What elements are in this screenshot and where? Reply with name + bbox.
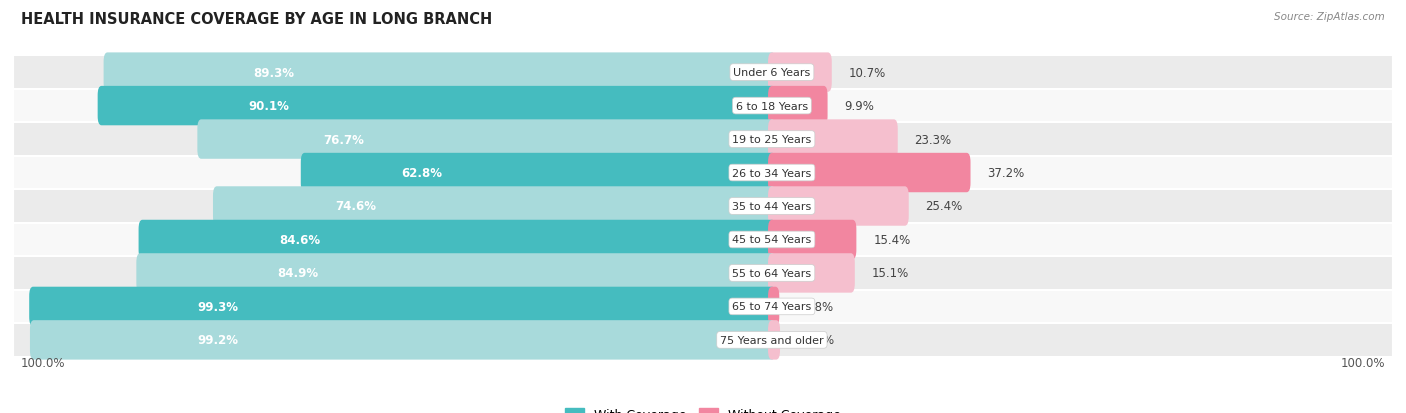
FancyBboxPatch shape	[97, 87, 776, 126]
FancyBboxPatch shape	[768, 254, 855, 293]
Text: 15.4%: 15.4%	[873, 233, 911, 247]
Text: 76.7%: 76.7%	[323, 133, 364, 146]
FancyBboxPatch shape	[768, 154, 970, 193]
Text: 0.82%: 0.82%	[797, 334, 834, 347]
Text: 100.0%: 100.0%	[1340, 356, 1385, 369]
Text: 26 to 34 Years: 26 to 34 Years	[733, 168, 811, 178]
FancyBboxPatch shape	[14, 223, 1392, 256]
Text: 84.9%: 84.9%	[277, 267, 319, 280]
FancyBboxPatch shape	[104, 53, 776, 93]
FancyBboxPatch shape	[14, 90, 1392, 123]
Text: 25.4%: 25.4%	[925, 200, 963, 213]
FancyBboxPatch shape	[14, 190, 1392, 223]
FancyBboxPatch shape	[30, 320, 776, 360]
Text: 84.6%: 84.6%	[280, 233, 321, 247]
FancyBboxPatch shape	[14, 256, 1392, 290]
Text: 55 to 64 Years: 55 to 64 Years	[733, 268, 811, 278]
FancyBboxPatch shape	[212, 187, 776, 226]
FancyBboxPatch shape	[136, 254, 776, 293]
FancyBboxPatch shape	[768, 220, 856, 259]
Text: 0.68%: 0.68%	[796, 300, 834, 313]
Text: 10.7%: 10.7%	[849, 66, 886, 79]
FancyBboxPatch shape	[768, 53, 832, 93]
FancyBboxPatch shape	[197, 120, 776, 159]
Text: 6 to 18 Years: 6 to 18 Years	[735, 101, 808, 112]
Text: 99.3%: 99.3%	[197, 300, 238, 313]
FancyBboxPatch shape	[768, 287, 779, 326]
Legend: With Coverage, Without Coverage: With Coverage, Without Coverage	[561, 404, 845, 413]
FancyBboxPatch shape	[14, 56, 1392, 90]
FancyBboxPatch shape	[301, 154, 776, 193]
FancyBboxPatch shape	[14, 123, 1392, 157]
Text: 23.3%: 23.3%	[914, 133, 952, 146]
Text: 45 to 54 Years: 45 to 54 Years	[733, 235, 811, 245]
Text: Under 6 Years: Under 6 Years	[734, 68, 810, 78]
Text: 75 Years and older: 75 Years and older	[720, 335, 824, 345]
Text: 37.2%: 37.2%	[987, 166, 1025, 180]
Text: 15.1%: 15.1%	[872, 267, 908, 280]
Text: HEALTH INSURANCE COVERAGE BY AGE IN LONG BRANCH: HEALTH INSURANCE COVERAGE BY AGE IN LONG…	[21, 12, 492, 27]
FancyBboxPatch shape	[30, 287, 776, 326]
Text: 19 to 25 Years: 19 to 25 Years	[733, 135, 811, 145]
Text: 89.3%: 89.3%	[253, 66, 294, 79]
FancyBboxPatch shape	[768, 120, 898, 159]
Text: 62.8%: 62.8%	[401, 166, 441, 180]
FancyBboxPatch shape	[14, 323, 1392, 357]
Text: 74.6%: 74.6%	[335, 200, 375, 213]
FancyBboxPatch shape	[768, 187, 908, 226]
Text: 90.1%: 90.1%	[249, 100, 290, 113]
Text: 100.0%: 100.0%	[21, 356, 66, 369]
Text: 35 to 44 Years: 35 to 44 Years	[733, 202, 811, 211]
Text: 65 to 74 Years: 65 to 74 Years	[733, 301, 811, 312]
FancyBboxPatch shape	[14, 290, 1392, 323]
Text: 9.9%: 9.9%	[845, 100, 875, 113]
FancyBboxPatch shape	[14, 157, 1392, 190]
FancyBboxPatch shape	[768, 87, 828, 126]
Text: Source: ZipAtlas.com: Source: ZipAtlas.com	[1274, 12, 1385, 22]
Text: 99.2%: 99.2%	[198, 334, 239, 347]
FancyBboxPatch shape	[139, 220, 776, 259]
FancyBboxPatch shape	[768, 320, 780, 360]
